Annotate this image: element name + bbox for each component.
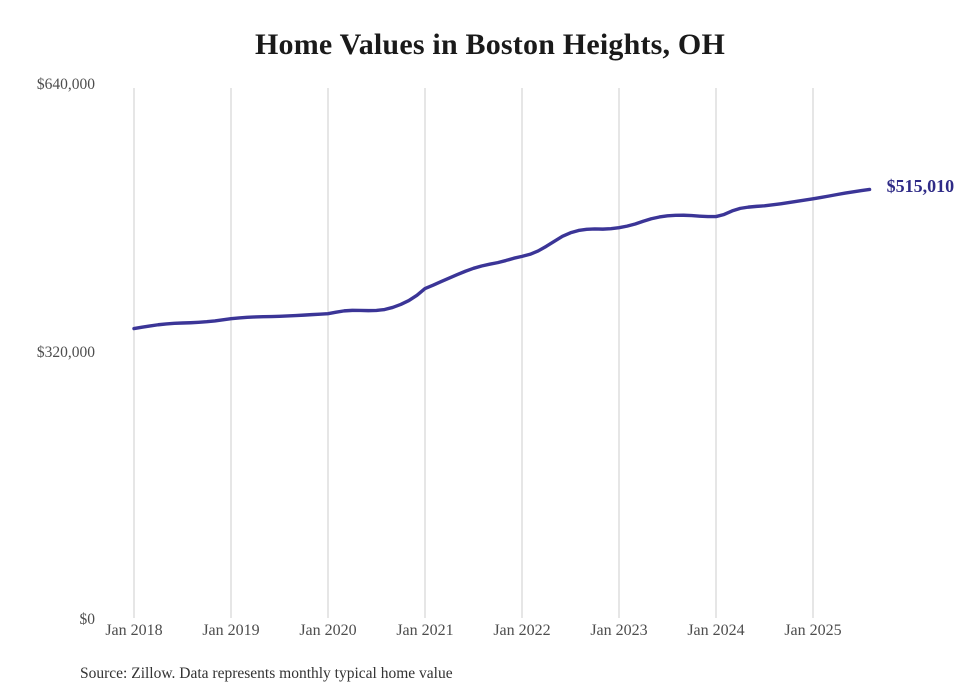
x-tick-label: Jan 2024: [687, 622, 745, 639]
x-tick-label: Jan 2019: [202, 622, 260, 639]
chart-title: Home Values in Boston Heights, OH: [254, 28, 725, 61]
x-tick-label: Jan 2018: [105, 622, 163, 639]
y-tick-label: $320,000: [36, 343, 95, 361]
home-value-line: [132, 187, 872, 331]
y-tick-label: $0: [79, 611, 96, 628]
x-tick-label: Jan 2023: [590, 622, 648, 639]
y-tick-label: $640,000: [36, 76, 95, 93]
x-tick-label: Jan 2025: [784, 622, 842, 639]
x-tick-label: Jan 2022: [493, 622, 551, 639]
vertical-gridlines: [133, 88, 814, 618]
latest-value-label: $515,010: [886, 176, 955, 197]
x-tick-label: Jan 2020: [299, 622, 357, 639]
source-note: Source: Zillow. Data represents monthly …: [80, 665, 453, 682]
x-tick-label: Jan 2021: [396, 622, 454, 639]
